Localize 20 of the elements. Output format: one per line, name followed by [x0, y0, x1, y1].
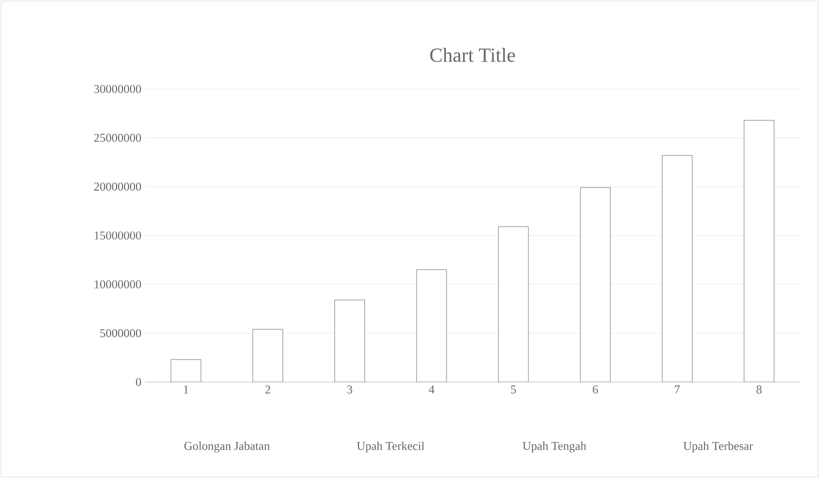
y-tick-label: 30000000 [94, 84, 142, 94]
x-tick-label: 4 [428, 386, 434, 394]
text: Upah Terbesar [683, 442, 753, 452]
y-tick-label: 0 [136, 378, 142, 386]
x-tick-label: 6 [592, 386, 598, 394]
text: Upah Tengah [522, 442, 586, 452]
y-tick-label: 5000000 [100, 329, 142, 338]
x-tick-label: 2 [265, 386, 270, 394]
y-tick-label: 10000000 [94, 280, 142, 288]
x-tick-label: 7 [674, 386, 680, 394]
text: Upah Terkecil [356, 442, 424, 452]
x-tick-label: 8 [756, 386, 762, 394]
text: Golongan Jabatan [184, 442, 270, 452]
y-tick-label: 15000000 [94, 231, 142, 240]
x-tick-label: 1 [184, 386, 188, 394]
y-tick-label: 25000000 [94, 134, 142, 142]
y-tick-label: 20000000 [94, 182, 142, 191]
chart-title: Chart Title [430, 48, 515, 62]
x-tick-label: 5 [511, 386, 516, 394]
x-tick-label: 3 [347, 386, 352, 394]
